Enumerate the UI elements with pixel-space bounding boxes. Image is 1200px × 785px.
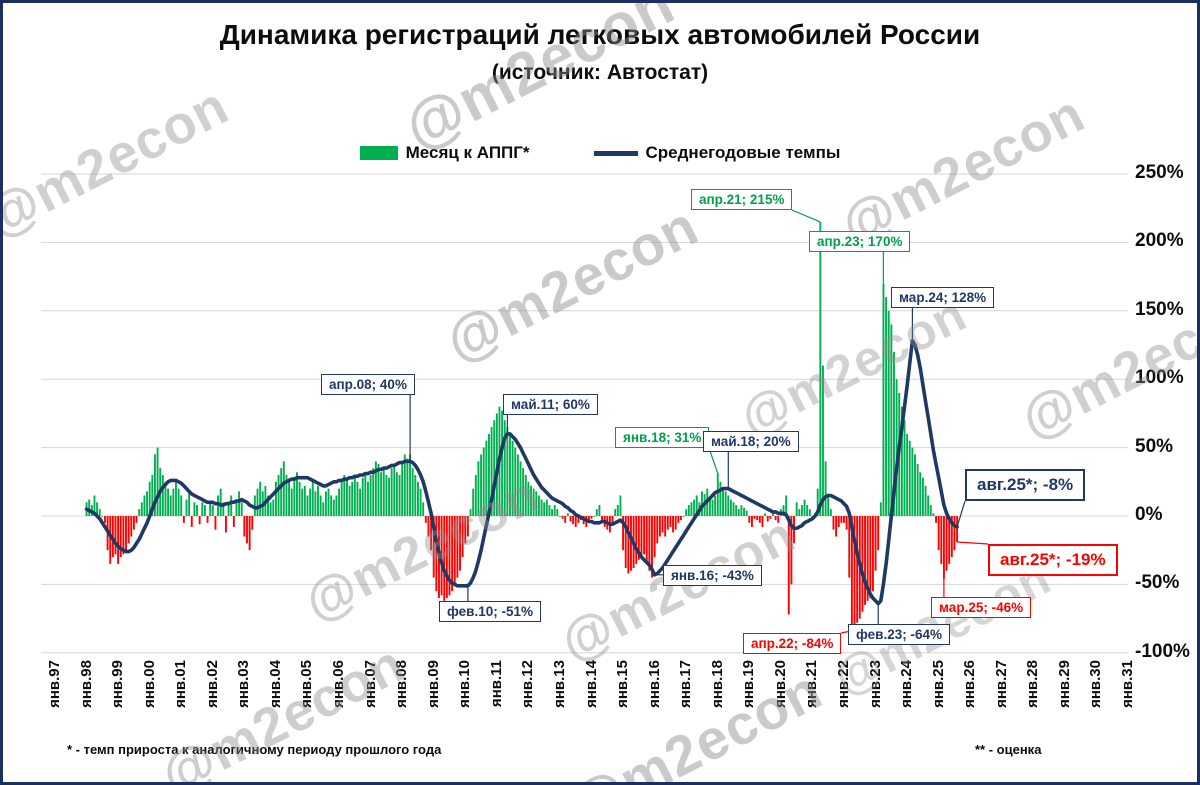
chart-subtitle: (источник: Автостат) (491, 61, 709, 84)
x-axis-label: янв.17 (677, 660, 695, 708)
annotation-callout: апр.22; -84% (743, 633, 842, 654)
y-axis-label: 250% (1135, 162, 1184, 183)
bar-series (85, 221, 959, 631)
x-axis-label: янв.21 (803, 660, 821, 708)
x-axis-label: янв.12 (519, 660, 537, 708)
y-axis-label: -50% (1135, 572, 1180, 594)
y-axis-label: 200% (1135, 230, 1184, 252)
legend-item-line: Среднегодовые темпы (593, 143, 841, 163)
x-axis-label: янв.01 (172, 660, 190, 708)
x-axis-label: янв.10 (456, 660, 474, 708)
footnote-left: * - темп прироста к аналогичному периоду… (67, 742, 442, 757)
annotation-callout: авг.25*; -19% (988, 544, 1118, 576)
x-axis-label: янв.99 (109, 660, 127, 708)
x-axis-label: янв.06 (330, 660, 348, 708)
annotation-callout: мар.25; -46% (931, 597, 1032, 618)
y-axis-label: -100% (1135, 640, 1190, 662)
x-axis-label: янв.31 (1119, 660, 1137, 708)
x-axis-label: янв.08 (393, 660, 411, 708)
chart-plot-area (41, 173, 1128, 654)
annotation-callout: май.11; 60% (503, 394, 598, 415)
x-axis-label: янв.22 (835, 660, 852, 708)
x-axis-label: янв.11 (487, 660, 505, 708)
annotation-callout: фев.23; -64% (848, 624, 950, 645)
chart-title: Динамика регистраций легковых автомобиле… (219, 19, 981, 50)
annotation-callout: фев.10; -51% (439, 601, 541, 622)
annotation-callout: янв.16; -43% (663, 565, 762, 586)
y-axis-label: 50% (1135, 435, 1174, 457)
annotation-callout: апр.21; 215% (691, 189, 793, 210)
y-axis-label: 100% (1135, 367, 1184, 389)
x-axis-label: янв.98 (77, 660, 95, 708)
x-axis-label: янв.02 (203, 660, 221, 708)
x-axis-label: янв.97 (46, 660, 63, 708)
leader-lines (409, 209, 989, 634)
legend-item-bars: Месяц к АППГ* (359, 143, 530, 163)
x-axis-label: янв.00 (140, 660, 158, 708)
legend-bar-label: Месяц к АППГ* (405, 143, 530, 162)
x-axis-label: янв.19 (740, 660, 758, 708)
footnote-right: ** - оценка (975, 742, 1042, 757)
annotation-callout: янв.18; 31% (615, 427, 710, 448)
x-axis-label: янв.13 (550, 660, 568, 708)
legend-line-swatch (593, 150, 638, 156)
legend-line-label: Среднегодовые темпы (645, 143, 841, 162)
x-axis-label: янв.23 (866, 660, 884, 708)
x-axis-label: янв.07 (361, 660, 379, 708)
annotation-callout: апр.08; 40% (321, 374, 415, 395)
x-axis-label: янв.27 (992, 660, 1010, 708)
x-axis-label: янв.26 (961, 660, 979, 708)
x-axis-label: янв.24 (898, 660, 916, 708)
x-axis-label: янв.20 (771, 660, 789, 708)
line-series (84, 339, 959, 606)
x-axis-label: янв.18 (708, 660, 726, 708)
chart-legend: Месяц к АППГ* Среднегодовые темпы (3, 143, 1197, 163)
annotation-callout: апр.23; 170% (809, 231, 911, 252)
x-axis-label: янв.25 (929, 660, 947, 708)
x-axis-label: янв.15 (614, 660, 632, 708)
x-axis-label: янв.04 (266, 660, 284, 708)
x-axis-label: янв.05 (298, 660, 316, 708)
annotation-callout: авг.25*; -8% (965, 469, 1086, 501)
annotation-callout: мар.24; 128% (891, 287, 995, 308)
x-axis-label: янв.29 (1055, 660, 1073, 708)
y-axis-label: 0% (1135, 504, 1163, 525)
x-axis-label: янв.14 (582, 660, 600, 708)
x-axis-label: янв.16 (645, 660, 663, 708)
x-axis-label: янв.30 (1087, 660, 1105, 708)
x-axis-label: янв.28 (1024, 660, 1042, 708)
y-axis-label: 150% (1135, 298, 1184, 320)
x-axis-label: янв.03 (235, 660, 253, 708)
x-axis-label: янв.09 (424, 660, 442, 708)
annotation-callout: май.18; 20% (703, 431, 799, 452)
legend-bar-swatch (359, 146, 398, 160)
